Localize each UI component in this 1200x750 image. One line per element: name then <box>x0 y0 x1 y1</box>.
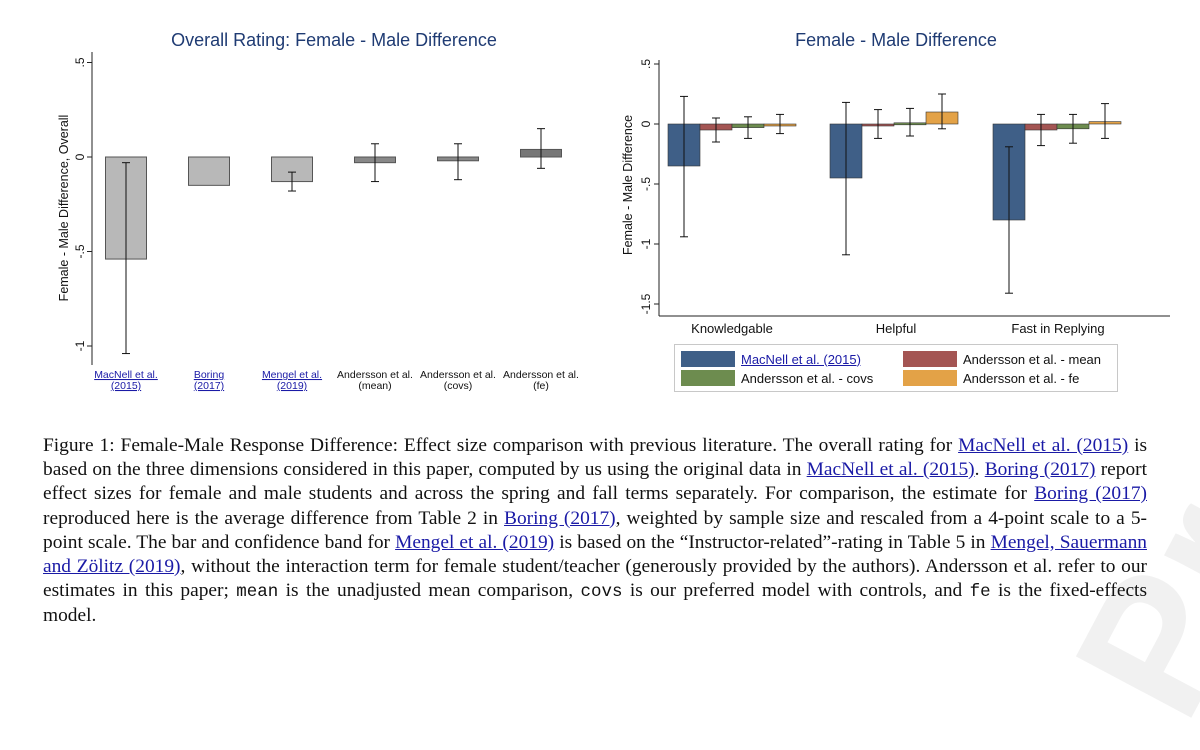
caption-text: report effect sizes for female and male … <box>43 459 1147 505</box>
caption-link-boring[interactable]: Boring (2017) <box>1034 483 1147 505</box>
chart-title: Overall Rating: Female - Male Difference <box>171 30 497 50</box>
caption-text: is our preferred model with controls, an… <box>622 580 970 602</box>
caption-link-macnell[interactable]: MacNell et al. (2015) <box>958 435 1129 456</box>
x-tick-label: (2019) <box>277 380 307 392</box>
figure-caption: Figure 1: Female-Male Response Differenc… <box>43 434 1147 629</box>
overall-rating-chart-svg: Overall Rating: Female - Male Difference… <box>57 30 588 392</box>
y-axis-label: Female - Male Difference, Overall <box>57 115 71 302</box>
caption-text: is the fixed-effects model. <box>43 580 1147 627</box>
y-tick-label: .5 <box>639 59 653 69</box>
y-axis-label: Female - Male Difference <box>621 115 635 255</box>
y-tick-label: 0 <box>73 153 87 160</box>
overall-rating-chart: Overall Rating: Female - Male Difference… <box>0 0 600 410</box>
x-tick-label: Andersson et al. <box>337 369 413 381</box>
y-tick-label: -1 <box>73 340 87 351</box>
caption-code-fe: fe <box>969 582 991 603</box>
legend-item-macnell[interactable]: MacNell et al. (2015) <box>681 350 861 368</box>
caption-link-mengel[interactable]: Mengel et al. (2019) <box>395 531 555 553</box>
x-tick-label: (covs) <box>444 380 473 392</box>
caption-code-covs: covs <box>580 582 623 603</box>
legend-swatch-covs <box>681 370 735 386</box>
x-tick-label: Andersson et al. <box>503 369 579 381</box>
caption-figure-label: Figure 1: <box>43 435 115 456</box>
caption-link-boring[interactable]: Boring (2017) <box>504 507 616 529</box>
x-tick-label: Knowledgable <box>691 321 773 336</box>
caption-link-macnell[interactable]: MacNell et al. (2015) <box>806 459 975 481</box>
caption-text: , without the interaction term for femal… <box>43 556 1147 602</box>
caption-text: is based on the “Instructor-related”-rat… <box>554 531 991 553</box>
y-tick-label: -.5 <box>73 244 87 258</box>
x-tick-label: Andersson et al. <box>420 369 496 381</box>
caption-code-mean: mean <box>236 582 279 603</box>
caption-link-boring[interactable]: Boring (2017) <box>984 459 1096 481</box>
y-tick-label: -1.5 <box>639 293 653 314</box>
x-tick-label: (2017) <box>194 380 224 392</box>
chart-legend: MacNell et al. (2015) Andersson et al. -… <box>674 344 1118 392</box>
caption-text: is the unadjusted mean comparison, <box>278 580 581 602</box>
caption-text: is based on the three dimensions conside… <box>43 435 1148 481</box>
legend-label-macnell[interactable]: MacNell et al. (2015) <box>741 351 861 367</box>
x-tick-label: Helpful <box>876 321 917 336</box>
caption-text: Female-Male Response Difference: Effect … <box>114 435 959 456</box>
plot-area <box>92 30 588 365</box>
bar <box>188 156 230 186</box>
x-tick-label: Fast in Replying <box>1011 321 1104 336</box>
caption-text: reproduced here is the average differenc… <box>43 507 505 529</box>
caption-link-mengel-sauermann-zolitz[interactable]: Mengel, Sauermann and Zölitz (2019) <box>43 531 1147 578</box>
legend-item-covs: Andersson et al. - covs <box>681 369 873 387</box>
x-tick-label: (2015) <box>111 380 141 392</box>
x-tick-label: MacNell et al. <box>94 369 158 381</box>
y-tick-label: -.5 <box>639 177 653 191</box>
y-tick-label: .5 <box>73 57 87 67</box>
legend-label-mean: Andersson et al. - mean <box>963 351 1102 367</box>
female-male-difference-chart: Female - Male Difference .5 0 -.5 -1 -1.5 Fema… <box>600 0 1200 410</box>
chart-title: Female - Male Difference <box>795 30 997 50</box>
legend-swatch-macnell <box>681 351 735 367</box>
legend-label-fe: Andersson et al. - fe <box>963 370 1080 386</box>
caption-text: , weighted by sample size and rescaled f… <box>43 507 1147 553</box>
legend-item-mean: Andersson et al. - mean <box>903 350 1101 368</box>
legend-label-covs: Andersson et al. - covs <box>741 370 874 386</box>
y-tick-label: -1 <box>639 238 653 249</box>
legend-swatch-fe <box>903 370 957 386</box>
legend-item-fe: Andersson et al. - fe <box>903 369 1079 387</box>
y-tick-label: 0 <box>639 120 653 127</box>
x-tick-label: (fe) <box>533 380 549 392</box>
x-tick-label: Boring <box>194 369 225 381</box>
x-tick-label: (mean) <box>358 380 391 392</box>
legend-swatch-mean <box>903 351 957 367</box>
caption-text: . <box>974 459 985 481</box>
female-male-difference-chart-svg: Female - Male Difference .5 0 -.5 -1 -1.5 Fema… <box>621 30 1170 336</box>
x-tick-label: Mengel et al. <box>262 369 322 381</box>
